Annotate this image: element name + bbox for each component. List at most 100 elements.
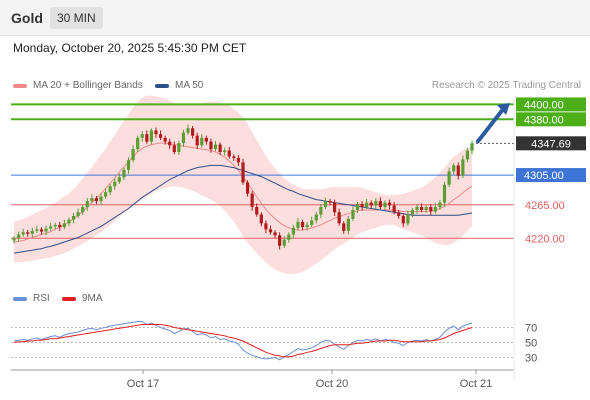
candle-body [360, 204, 364, 208]
chart-header: Gold 30 MIN [0, 0, 590, 36]
candle-body [328, 201, 332, 203]
candle-body [456, 165, 460, 176]
candle-body [346, 218, 350, 231]
candle-body [310, 220, 314, 225]
support-label: 4220.00 [525, 233, 565, 245]
rsi-ma-line [13, 324, 473, 358]
legend-rsi-label: RSI [33, 293, 50, 304]
candle-body [383, 202, 387, 208]
candle-body [392, 205, 396, 213]
candle-body [26, 232, 30, 234]
candle-body [218, 144, 222, 153]
candle-body [438, 202, 442, 208]
candle-body [300, 221, 305, 228]
resistance-tag [516, 112, 586, 127]
candle-body [53, 224, 57, 227]
candle-body [90, 198, 94, 202]
time-axis: Oct 17 Oct 20 Oct 21 [11, 97, 515, 390]
candle-body [76, 212, 80, 216]
candle-body [291, 227, 295, 235]
candles-layer [12, 124, 474, 250]
candle-body [103, 192, 108, 197]
candle-body [442, 184, 447, 203]
time-tick-label: Oct 17 [127, 378, 159, 390]
candle-body [264, 223, 268, 230]
candle-body [401, 215, 405, 224]
ma20-swatch [13, 83, 27, 88]
candle-body [314, 214, 318, 221]
candle-body [447, 171, 451, 185]
last-price-tag [516, 136, 586, 151]
legend-ma20-bollinger: MA 20 + Bollinger Bands [13, 80, 143, 91]
pivot-label: 4305.00 [524, 170, 564, 182]
legend-ma20-label: MA 20 + Bollinger Bands [33, 80, 143, 91]
rsi-swatch [13, 296, 27, 301]
candle-body [323, 201, 328, 208]
candle-body [452, 165, 456, 172]
candle-body [145, 134, 149, 142]
candle-body [236, 157, 241, 163]
candle-body [154, 130, 158, 135]
candle-body [108, 186, 112, 193]
chart-datetime: Monday, October 20, 2025 5:45:30 PM CET [13, 41, 247, 55]
candle-body [232, 156, 236, 158]
candle-body [282, 239, 286, 246]
candle-body [415, 207, 419, 211]
candle-body [209, 141, 213, 150]
rsi-ma-swatch [62, 296, 76, 301]
rsi-panel: 70 50 30 [11, 321, 537, 365]
candle-body [420, 207, 424, 211]
candle-body [342, 223, 346, 231]
rsi-tick-label: 70 [525, 323, 537, 335]
candle-body [461, 159, 465, 176]
candle-body [136, 137, 140, 150]
candle-body [296, 221, 300, 228]
candle-body [12, 238, 16, 241]
time-tick-label: Oct 21 [460, 378, 492, 390]
candle-body [131, 149, 135, 161]
pivot-tag [516, 168, 586, 183]
candle-body [113, 181, 117, 187]
candle-body [21, 232, 25, 235]
resistance-label: 4380.00 [524, 114, 564, 126]
candle-body [332, 202, 337, 213]
candle-body [278, 235, 282, 246]
candle-body [255, 207, 259, 215]
legend-ma50: MA 50 [155, 80, 203, 91]
candle-body [245, 182, 250, 194]
candle-body [268, 229, 273, 233]
timeframe-badge[interactable]: 30 MIN [50, 7, 103, 29]
candle-body [337, 212, 341, 224]
candle-body [374, 201, 378, 206]
candle-body [16, 234, 21, 239]
candle-body [35, 229, 39, 231]
candle-body [99, 196, 103, 202]
candle-body [227, 150, 231, 157]
resistance-label: 4400.00 [524, 99, 564, 111]
candle-body [67, 219, 71, 224]
candle-body [62, 223, 66, 228]
candle-body [223, 150, 227, 153]
candle-body [351, 210, 355, 219]
candle-body [30, 230, 34, 234]
candle-body [58, 224, 62, 228]
candle-body [140, 134, 144, 138]
legend-rsi-ma-label: 9MA [82, 293, 103, 304]
candle-body [378, 201, 383, 208]
candle-body [149, 130, 154, 142]
candle-body [122, 169, 126, 178]
candle-body [273, 232, 277, 236]
candle-body [94, 198, 99, 202]
candle-body [117, 177, 121, 182]
candle-body [287, 234, 291, 240]
candle-body [191, 128, 195, 136]
rsi-line [13, 321, 473, 361]
candle-body [158, 134, 163, 138]
candle-body [241, 162, 245, 183]
support-label: 4265.00 [525, 200, 565, 212]
candle-body [365, 202, 369, 208]
candle-body [49, 226, 53, 229]
rsi-tick-label: 30 [525, 353, 537, 365]
ma50-swatch [155, 83, 169, 88]
